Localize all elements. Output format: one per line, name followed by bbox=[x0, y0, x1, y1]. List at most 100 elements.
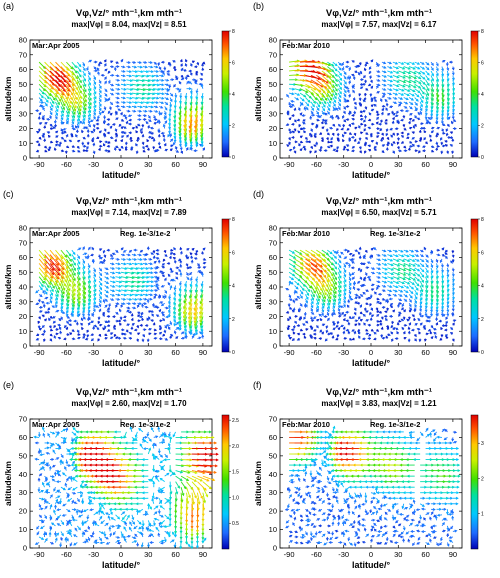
vector-arrow bbox=[376, 284, 381, 288]
vector-arrow bbox=[49, 88, 58, 98]
y-tick-label: 30 bbox=[269, 109, 277, 118]
vector-arrow bbox=[92, 325, 96, 330]
vector-arrow bbox=[335, 107, 339, 112]
vector-arrow bbox=[305, 519, 311, 523]
vector-arrow bbox=[441, 66, 444, 72]
vector-field bbox=[285, 246, 457, 343]
vector-arrow bbox=[309, 531, 313, 537]
vector-arrow bbox=[327, 481, 332, 484]
vector-arrow bbox=[310, 463, 317, 467]
vector-arrow bbox=[35, 333, 40, 336]
vector-arrow bbox=[321, 97, 327, 105]
vector-arrow bbox=[93, 84, 97, 90]
vector-arrow bbox=[49, 258, 61, 272]
vector-arrow bbox=[296, 118, 301, 122]
vector-arrow bbox=[347, 330, 351, 335]
vector-arrow bbox=[98, 254, 101, 259]
vector-arrow bbox=[131, 60, 137, 64]
vector-arrow bbox=[428, 532, 432, 538]
vector-arrow bbox=[425, 254, 429, 258]
vector-arrow bbox=[60, 294, 64, 303]
vector-arrow bbox=[321, 271, 329, 283]
vector-arrow bbox=[109, 532, 113, 538]
vector-arrow bbox=[337, 263, 342, 269]
vector-arrow bbox=[392, 88, 399, 92]
vector-arrow bbox=[440, 137, 443, 141]
vector-arrow bbox=[318, 149, 322, 152]
vector-arrow bbox=[144, 305, 149, 309]
vector-arrow bbox=[310, 106, 315, 111]
vector-arrow bbox=[419, 83, 426, 90]
vector-arrow bbox=[109, 280, 116, 284]
vector-arrow bbox=[398, 254, 405, 258]
vector-arrow bbox=[109, 293, 116, 297]
vector-arrow bbox=[370, 85, 374, 89]
vector-arrow bbox=[157, 259, 161, 264]
vector-arrow bbox=[287, 325, 291, 329]
vector-arrow bbox=[107, 141, 111, 144]
vector-arrow bbox=[164, 472, 170, 477]
vector-arrow bbox=[186, 80, 190, 85]
vector-arrow bbox=[435, 115, 439, 121]
vector-arrow bbox=[332, 327, 336, 331]
vector-arrow bbox=[106, 329, 111, 332]
vector-arrow bbox=[348, 93, 351, 98]
vector-arrow bbox=[425, 92, 429, 101]
vector-arrow bbox=[69, 542, 73, 547]
vector-arrow bbox=[49, 504, 53, 510]
vector-arrow bbox=[370, 499, 373, 504]
vector-arrow bbox=[430, 92, 434, 102]
vector-arrow bbox=[447, 135, 452, 139]
vector-arrow bbox=[141, 141, 145, 146]
y-tick-label: 70 bbox=[269, 415, 277, 424]
vector-arrow bbox=[131, 105, 138, 109]
vector-arrow bbox=[90, 253, 94, 257]
vector-arrow bbox=[423, 517, 426, 521]
vector-arrow bbox=[149, 541, 154, 544]
vector-arrow bbox=[436, 144, 441, 148]
vector-arrow bbox=[61, 513, 67, 517]
vector-arrow bbox=[76, 123, 80, 129]
vector-arrow bbox=[159, 74, 165, 78]
vector-arrow bbox=[397, 146, 400, 150]
vector-arrow bbox=[376, 91, 381, 94]
vector-arrow bbox=[370, 271, 376, 275]
vector-arrow bbox=[60, 520, 65, 526]
vector-arrow bbox=[89, 508, 94, 512]
vector-arrow bbox=[137, 531, 143, 535]
vector-arrow bbox=[189, 285, 193, 294]
vector-arrow bbox=[352, 281, 356, 286]
vector-arrow bbox=[408, 504, 413, 510]
vector-arrow bbox=[370, 267, 376, 270]
vector-arrow bbox=[376, 300, 380, 304]
vector-arrow bbox=[54, 124, 57, 128]
vector-arrow bbox=[120, 247, 124, 251]
vector-arrow bbox=[49, 127, 54, 130]
y-tick-label: 70 bbox=[19, 415, 27, 424]
vector-arrow bbox=[80, 509, 84, 514]
vector-arrow bbox=[379, 514, 383, 519]
vector-arrow bbox=[327, 145, 331, 149]
vector-arrow bbox=[164, 92, 170, 96]
vector-arrow bbox=[315, 325, 319, 329]
vector-arrow bbox=[436, 75, 440, 83]
vector-arrow bbox=[376, 310, 380, 314]
vector-arrow bbox=[82, 110, 86, 118]
vector-arrow bbox=[384, 122, 388, 125]
vector-arrow bbox=[178, 307, 182, 317]
vector-arrow bbox=[288, 306, 293, 310]
vector-arrow bbox=[327, 132, 330, 136]
vector-arrow bbox=[120, 280, 129, 284]
x-tick-label: -60 bbox=[61, 550, 72, 559]
vector-arrow bbox=[448, 536, 454, 539]
vector-arrow bbox=[34, 457, 40, 461]
vector-arrow bbox=[343, 92, 347, 98]
vector-arrow bbox=[331, 503, 335, 509]
vector-arrow bbox=[55, 110, 59, 117]
vector-arrow bbox=[49, 140, 54, 144]
vector-arrow bbox=[66, 315, 71, 319]
vector-arrow bbox=[96, 67, 100, 72]
vector-arrow bbox=[84, 256, 89, 260]
vector-arrow bbox=[46, 131, 51, 134]
vector-arrow bbox=[113, 146, 117, 151]
